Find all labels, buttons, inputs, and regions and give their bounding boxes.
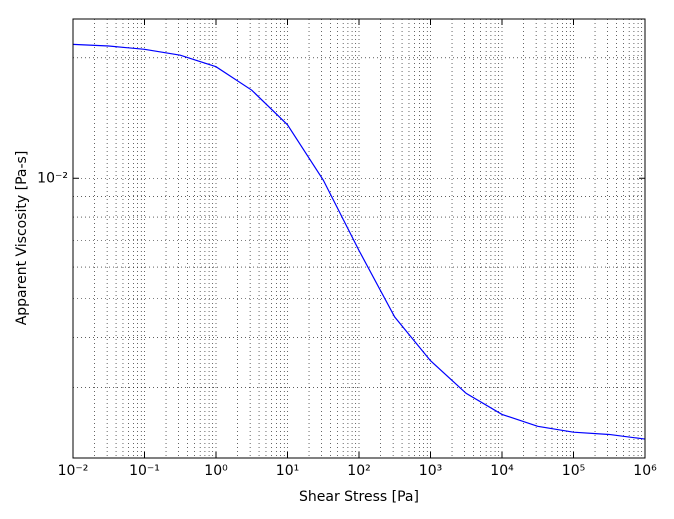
x-tick-label: 10⁴ [490, 463, 514, 479]
data-line [72, 43, 646, 440]
plot-frame [72, 18, 646, 459]
y-axis-label: Apparent Viscosity [Pa-s] [14, 151, 30, 326]
x-tick-label: 10³ [419, 463, 442, 479]
x-tick-label: 10¹ [276, 463, 299, 479]
x-axis-label: Shear Stress [Pa] [299, 489, 419, 505]
x-tick-label: 10⁰ [204, 463, 228, 479]
x-tick-label: 10⁵ [562, 463, 585, 479]
y-tick-label: 10⁻² [37, 170, 68, 186]
x-tick-label: 10⁶ [633, 463, 657, 479]
x-tick-label: 10⁻² [58, 463, 89, 479]
x-tick-label: 10⁻¹ [129, 463, 160, 479]
x-tick-label: 10² [347, 463, 370, 479]
